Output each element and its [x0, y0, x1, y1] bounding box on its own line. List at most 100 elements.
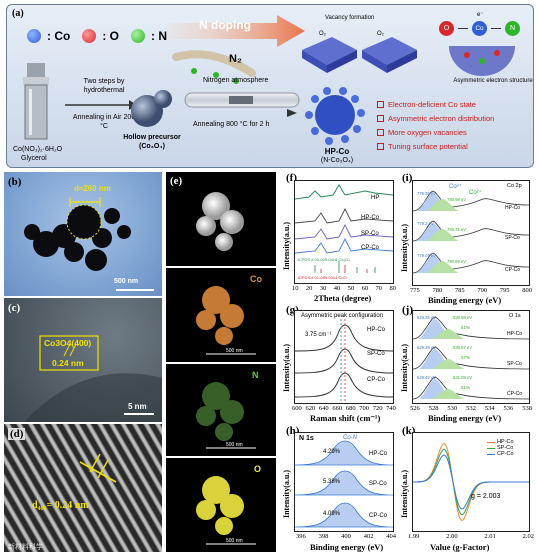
xrd-xtick: 70 [375, 285, 383, 292]
xrd-xtick: 40 [333, 285, 341, 292]
co2p-peak: 780.89 eV [447, 259, 467, 264]
n1s-xtick: 402 [363, 533, 374, 540]
raman-series-cpco: CP-Co [367, 377, 386, 383]
o1s-peak: 530.98 eV [453, 315, 473, 320]
n1s-title: N 1s [299, 435, 314, 442]
checkbox-icon [377, 142, 384, 150]
hydrothermal-steps: Two steps by hydrothermal [83, 78, 125, 94]
hp-line1: HP-Co [324, 147, 350, 156]
co2p-xtick: 780 [432, 287, 443, 294]
chain-n-icon: N [505, 21, 520, 36]
hemisphere-structure [449, 46, 515, 76]
cube-structure-2 [362, 37, 417, 73]
precursor-line1: Co(NO₃)₂·6H₂O [13, 146, 63, 153]
n-atom-icon [131, 29, 145, 43]
panel-e-label: (e) [170, 175, 183, 187]
co2p-xlabel: Binding energy (eV) [428, 295, 502, 305]
co2p-series: CP-Co [505, 267, 521, 273]
xrd-xtick: 50 [347, 285, 355, 292]
xrd-curves [294, 184, 394, 273]
legend-o: : O [102, 29, 119, 43]
o2-label-2: O₂ [377, 31, 384, 37]
raman-ylabel: Intensity(a.u.) [282, 343, 291, 392]
property-text: Electron-deficient Co state [388, 99, 476, 109]
checkbox-icon [377, 114, 384, 122]
n1s-series: SP-Co [369, 481, 387, 487]
o1s-xtick: 532 [466, 405, 476, 412]
legend-swatch [487, 447, 495, 449]
n-doping-arrow-icon [167, 15, 305, 47]
panel-b-label: (b) [8, 176, 22, 188]
o1s-xtick: 526 [410, 405, 420, 412]
g-factor-value: g = 2.003 [471, 493, 501, 500]
n-map-label: N [252, 370, 259, 380]
o-map-label: O [254, 464, 262, 474]
n-scale: 500 nm [226, 442, 243, 448]
xrd-xtick: 60 [361, 285, 369, 292]
panel-d-label: (d) [8, 428, 26, 440]
asym-structure-label: Asymmetric electron structure [453, 78, 533, 84]
lattice-fringe-image: (d) d₄₀₀= 0.24 nm [4, 424, 162, 552]
tem-scale-bar: 5 nm [128, 402, 147, 411]
anneal-air-text: Annealing in Air 200 °C [72, 114, 136, 130]
raman-xtick: 700 [359, 405, 370, 412]
xrd-xtick: 30 [319, 285, 327, 292]
hollow-spheres-icon [131, 90, 172, 127]
xrd-ylabel: Intensity(a.u.) [282, 221, 291, 270]
xrd-plot: HP HP-Co SP-Co CP-Co JCPDS # 00-009-0418… [294, 180, 394, 284]
raman-series-spco: SP-Co [367, 351, 385, 357]
epr-legend-item: HP-Co [487, 439, 514, 445]
legend-co: : Co [47, 29, 71, 43]
legend-label: SP-Co [497, 445, 514, 451]
n2-label: N₂ [229, 53, 242, 65]
hp-line2: (N-Co₃O₄) [320, 157, 354, 164]
o1s-pct: 61% [461, 325, 471, 330]
electron-chain: O Co N [439, 21, 520, 36]
precursor-line2: Glycerol [21, 155, 47, 162]
n1s-plot: N 1s Co-N 4.29% 5.38% 4.09% HP-Co SP-Co … [294, 432, 394, 532]
xrd-series-spco: SP-Co [361, 231, 379, 237]
epr-ylabel: Intensity(a.u.) [400, 469, 409, 518]
co2p-peak: 780.98 eV [447, 197, 467, 202]
o1s-peak: 529.38 eV [417, 345, 437, 350]
co2p-xtick: 800 [522, 287, 532, 294]
o1s-xticks: 526 528 530 532 534 536 538 [410, 405, 532, 412]
xrd-xtick: 10 [292, 285, 299, 292]
o2-label-1: O₂ [319, 31, 326, 37]
raman-xtick: 740 [386, 405, 396, 412]
co2p-peak: 780.71 eV [447, 227, 467, 232]
epr-legend: HP-Co SP-Co CP-Co [487, 439, 514, 457]
property-text: Tuning surface potential [388, 141, 468, 151]
o1s-xtick: 530 [447, 405, 458, 412]
haadf-particle [196, 192, 244, 251]
n1s-xtick: 398 [318, 533, 329, 540]
n1s-curves [294, 440, 394, 528]
co2p-xtick: 795 [499, 287, 510, 294]
haadf-image: (e) [166, 172, 276, 266]
property-item: Tuning surface potential [377, 139, 494, 153]
panel-c-label: (c) [8, 302, 21, 314]
legend-swatch [487, 441, 495, 443]
epr-xtick: 2.01 [484, 533, 496, 540]
precursor-text: Co(NO₃)₂·6H₂O Glycerol [13, 145, 62, 163]
co-map: Co 500 nm [166, 268, 276, 362]
legend-label: HP-Co [497, 439, 514, 445]
vacancy-label: Vacancy formation [325, 15, 375, 21]
chain-co-icon: Co [472, 21, 487, 36]
o1s-peak: 530.87 eV [453, 345, 473, 350]
property-text: More oxygen vacancies [388, 127, 467, 137]
n1s-series: HP-Co [369, 451, 388, 457]
xrd-series-cpco: CP-Co [361, 245, 380, 251]
n1s-peak-label: Co-N [343, 435, 358, 441]
legend-swatch [487, 453, 495, 455]
raman-xtick: 620 [305, 405, 316, 412]
o1s-peak: 529.35 eV [417, 315, 437, 320]
xrd-ref-coo: JCPDS # 01-089-0314 CoO [297, 275, 347, 280]
o-distribution [196, 476, 256, 545]
chain-o-icon: O [439, 21, 454, 36]
raman-series-hpco: HP-Co [367, 327, 386, 333]
o1s-series: SP-Co [507, 361, 522, 367]
property-list: Electron-deficient Co state Asymmetric e… [377, 97, 494, 153]
epr-xticks: 1.99 2.00 2.01 2.02 [408, 533, 534, 540]
panel-i-label: (i) [402, 172, 413, 184]
